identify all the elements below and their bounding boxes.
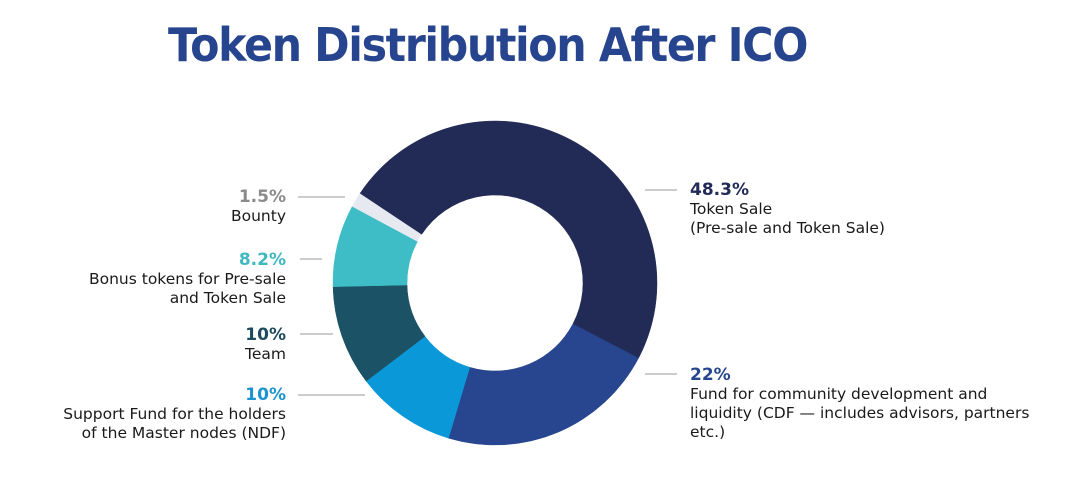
pct-bonus: 8.2% <box>238 250 286 270</box>
label-token-sale: 48.3% Token Sale (Pre-sale and Token Sal… <box>690 181 885 238</box>
desc-ndf-line2: of the Master nodes (NDF) <box>81 424 286 442</box>
slice-cdf <box>448 323 640 446</box>
label-bounty: 1.5% Bounty <box>231 188 286 226</box>
desc-bounty: Bounty <box>230 207 286 225</box>
label-team: 10% Team <box>245 326 286 364</box>
pct-ndf: 10% <box>245 385 286 405</box>
pct-cdf: 22% <box>690 365 731 385</box>
pct-team: 10% <box>245 325 286 345</box>
pct-token-sale: 48.3% <box>690 180 749 200</box>
pct-bounty: 1.5% <box>238 187 286 207</box>
desc-cdf-line1: Fund for community development and <box>690 385 988 403</box>
desc-ndf-line1: Support Fund for the holders <box>63 405 286 423</box>
label-cdf: 22% Fund for community development and l… <box>690 366 1029 442</box>
desc-bonus-line1: Bonus tokens for Pre-sale <box>88 270 286 288</box>
desc-cdf-line2: liquidity (CDF — includes advisors, part… <box>690 404 1030 422</box>
desc-token-sale-line1: Token Sale <box>690 200 773 218</box>
desc-cdf-line3: etc.) <box>690 423 726 441</box>
label-bonus: 8.2% Bonus tokens for Pre-sale and Token… <box>89 251 286 308</box>
desc-bonus-line2: and Token Sale <box>169 289 286 307</box>
label-ndf: 10% Support Fund for the holders of the … <box>63 386 286 443</box>
chart-title: Token Distribution After ICO <box>168 18 809 72</box>
desc-token-sale-line2: (Pre-sale and Token Sale) <box>690 219 885 237</box>
desc-team: Team <box>245 345 286 363</box>
